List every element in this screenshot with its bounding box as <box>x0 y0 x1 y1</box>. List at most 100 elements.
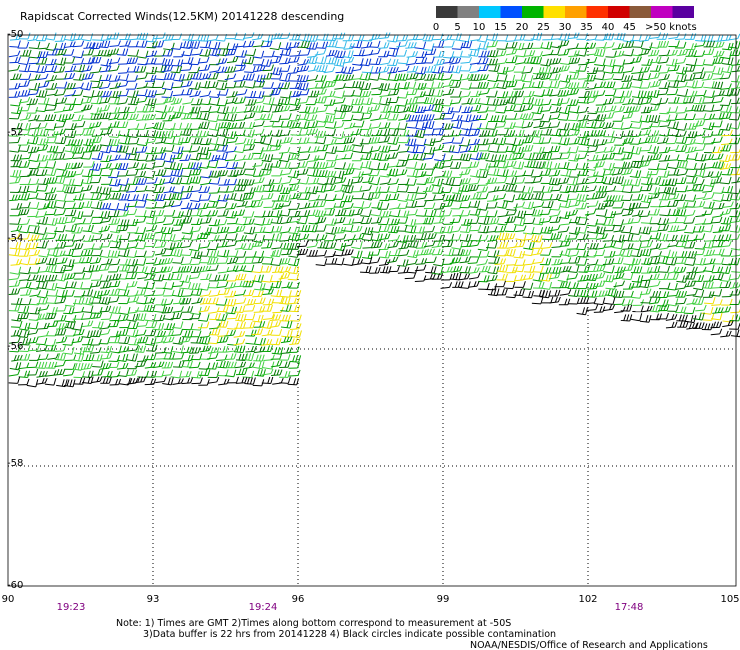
wind-barb <box>550 184 562 192</box>
wind-barb <box>144 353 157 361</box>
wind-barb <box>423 240 436 248</box>
wind-barb <box>449 226 462 233</box>
wind-barb <box>289 114 301 122</box>
wind-barb <box>404 138 417 147</box>
wind-barb <box>522 234 535 241</box>
wind-barb <box>36 154 48 162</box>
wind-barb <box>134 258 147 266</box>
wind-barb <box>208 106 221 113</box>
wind-barb <box>352 81 365 89</box>
wind-barb <box>648 297 661 305</box>
wind-barb <box>287 266 300 275</box>
wind-barb <box>119 153 131 160</box>
wind-barb <box>649 177 662 185</box>
wind-barb <box>666 234 678 242</box>
wind-barb <box>695 192 707 200</box>
wind-barb <box>110 90 122 99</box>
legend-swatch <box>586 6 608 18</box>
wind-barb <box>504 225 517 233</box>
wind-barb <box>83 243 95 250</box>
wind-barb <box>550 266 562 274</box>
wind-barb <box>325 139 337 146</box>
wind-barb <box>369 66 382 74</box>
wind-barb <box>71 336 84 344</box>
wind-barb <box>254 297 266 305</box>
wind-barb <box>540 128 552 136</box>
wind-barb <box>171 168 184 178</box>
wind-barb <box>80 200 93 209</box>
wind-barb <box>648 104 660 112</box>
wind-barb <box>577 289 590 298</box>
wind-barb <box>45 82 58 90</box>
wind-barb <box>630 34 642 42</box>
wind-barb <box>594 81 606 89</box>
wind-barb <box>360 209 372 218</box>
wind-barb <box>217 369 229 377</box>
wind-barb <box>388 225 400 234</box>
wind-barb <box>604 81 616 89</box>
wind-barb <box>496 200 509 209</box>
wind-barb <box>557 226 570 233</box>
wind-barb <box>108 210 120 218</box>
wind-barb <box>540 281 553 290</box>
wind-barb <box>116 362 129 370</box>
wind-barb <box>161 369 174 377</box>
wind-barb <box>18 370 31 379</box>
wind-barb <box>270 338 282 346</box>
wind-barb <box>64 186 76 194</box>
pass-time-label: 19:24 <box>249 602 278 613</box>
wind-barb <box>72 353 85 362</box>
wind-barb <box>494 280 507 288</box>
wind-barb <box>548 48 561 56</box>
wind-barb <box>136 73 148 80</box>
wind-barb <box>629 216 642 224</box>
wind-barb <box>262 179 275 186</box>
wind-barb <box>395 49 407 57</box>
wind-barb <box>332 257 345 266</box>
wind-barb <box>253 354 265 362</box>
wind-barb <box>594 130 607 137</box>
wind-barb <box>188 41 200 49</box>
wind-barb <box>712 129 724 136</box>
wind-barb <box>602 122 615 130</box>
wind-barb <box>117 89 129 97</box>
wind-barb <box>443 145 455 153</box>
wind-barb <box>278 147 291 154</box>
wind-barb <box>450 90 462 98</box>
wind-barb <box>63 56 76 64</box>
legend-swatch <box>457 6 479 18</box>
wind-barb <box>468 281 480 288</box>
wind-barb <box>692 297 705 305</box>
wind-barb <box>405 58 418 66</box>
wind-barb <box>587 242 599 250</box>
wind-barb <box>279 200 292 208</box>
wind-barb <box>242 193 255 200</box>
wind-barb <box>476 202 489 211</box>
wind-barb <box>107 320 120 328</box>
wind-barb <box>533 281 545 289</box>
wind-barb <box>243 122 256 130</box>
wind-barb <box>180 145 193 152</box>
wind-barb <box>55 336 68 344</box>
wind-barb <box>289 104 301 112</box>
wind-barb <box>665 187 678 195</box>
wind-barb <box>459 128 472 137</box>
wind-barb <box>702 48 715 56</box>
wind-barb <box>62 113 75 121</box>
wind-barb <box>234 169 246 177</box>
wind-barb <box>28 162 41 170</box>
wind-barb <box>424 176 436 184</box>
wind-barb <box>126 200 138 208</box>
wind-barb <box>155 98 167 105</box>
wind-barb <box>45 296 58 304</box>
wind-barb <box>137 138 149 147</box>
wind-barb <box>28 226 40 234</box>
wind-barb <box>242 40 255 48</box>
wind-barb <box>126 353 138 362</box>
wind-barb <box>72 169 84 176</box>
wind-barb <box>342 56 355 64</box>
wind-barb <box>621 162 634 169</box>
wind-barb <box>9 40 21 48</box>
wind-barb <box>371 241 383 249</box>
wind-barb <box>586 219 599 227</box>
